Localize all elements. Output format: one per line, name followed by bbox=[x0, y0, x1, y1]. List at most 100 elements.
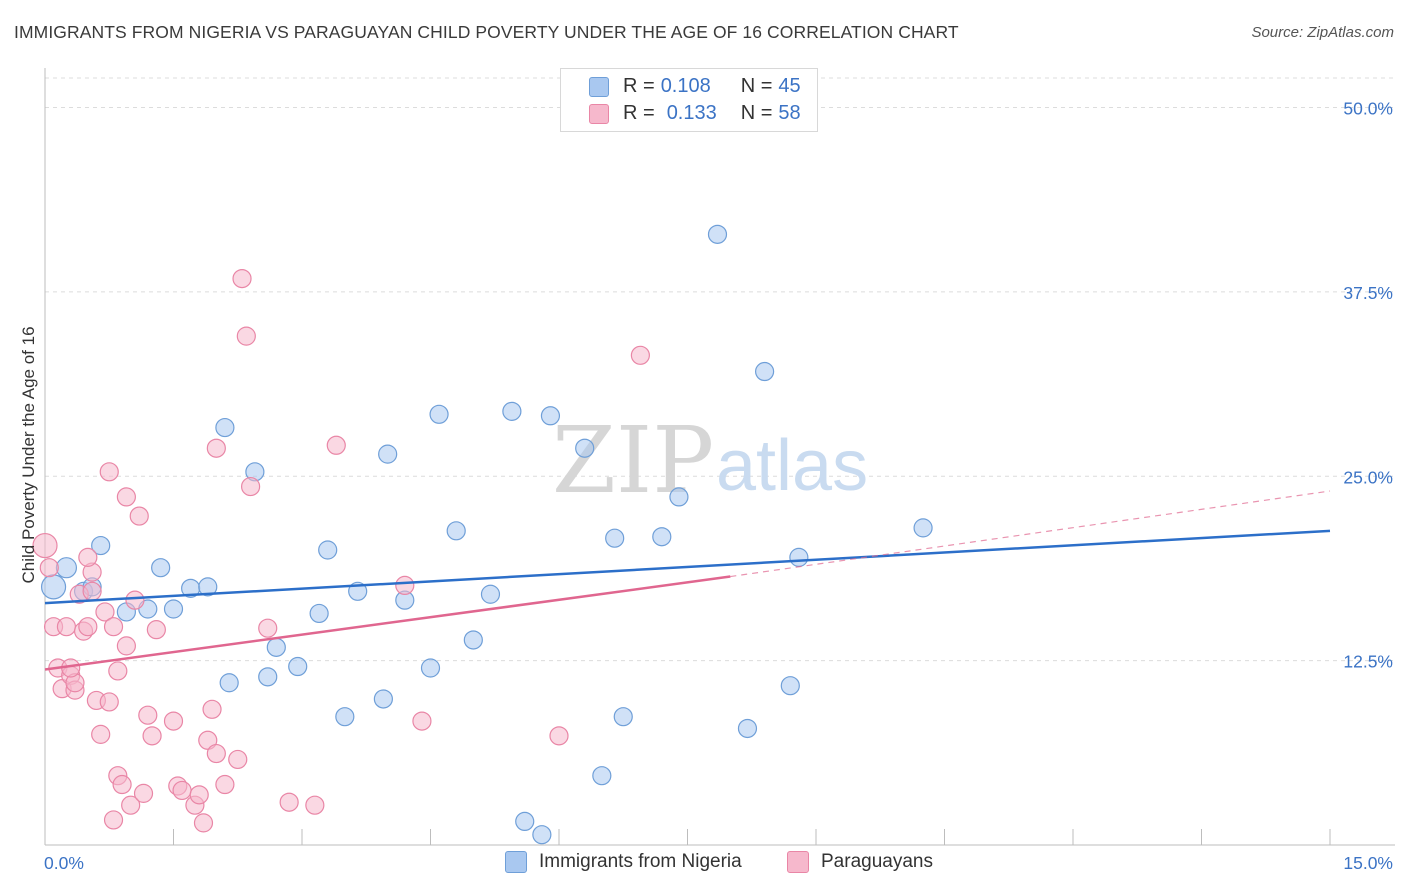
nigeria-point bbox=[480, 584, 501, 604]
paraguayans-point bbox=[258, 618, 278, 638]
y-tick-label: 37.5% bbox=[1343, 283, 1393, 303]
nigeria-point bbox=[463, 630, 483, 650]
nigeria-trend-line bbox=[44, 529, 1331, 605]
paraguayans-point bbox=[91, 724, 111, 744]
paraguayans-point bbox=[39, 558, 59, 578]
stats-row-nigeria: R = 0.108 N = 45 bbox=[561, 73, 801, 100]
paraguayans-point bbox=[206, 438, 226, 458]
paraguayans-point bbox=[412, 711, 432, 731]
nigeria-point bbox=[215, 417, 235, 438]
stats-legend: R = 0.108 N = 45 R = 0.133 N = 58 bbox=[560, 68, 818, 132]
r-label: R = bbox=[623, 75, 655, 97]
legend-item-nigeria[interactable]: Immigrants from Nigeria bbox=[505, 851, 742, 873]
x-tick-label: 0.0% bbox=[44, 853, 84, 873]
r-label: R = bbox=[623, 102, 655, 124]
paraguayans-point bbox=[116, 487, 136, 507]
paraguayans-point bbox=[99, 462, 119, 482]
nigeria-point bbox=[754, 361, 775, 382]
paraguayans-point bbox=[108, 661, 128, 681]
watermark-atlas: atlas bbox=[716, 426, 868, 506]
axes bbox=[44, 68, 1395, 846]
stats-row-paraguayans: R = 0.133 N = 58 bbox=[561, 100, 801, 127]
tick-labels: 12.5% 25.0% 37.5% 50.0% 0.0% 15.0% bbox=[44, 99, 1393, 874]
nigeria-point bbox=[420, 658, 441, 678]
paraguayans-point bbox=[95, 602, 115, 622]
nigeria-point bbox=[266, 637, 286, 657]
nigeria-point bbox=[605, 528, 625, 548]
nigeria-point bbox=[318, 540, 338, 560]
paraguayans-point bbox=[236, 326, 256, 346]
y-tick-label: 50.0% bbox=[1343, 99, 1393, 119]
nigeria-point bbox=[258, 667, 278, 687]
nigeria-legend-swatch bbox=[505, 851, 527, 873]
paraguayans-point bbox=[82, 581, 102, 601]
nigeria-point bbox=[532, 825, 552, 845]
nigeria-point bbox=[913, 518, 933, 538]
nigeria-point bbox=[780, 676, 800, 696]
paraguayans-point bbox=[228, 749, 248, 770]
paraguayans-point bbox=[125, 590, 145, 610]
nigeria-point bbox=[378, 444, 398, 464]
nigeria-point bbox=[446, 521, 466, 541]
paraguayans-point bbox=[202, 699, 222, 719]
r-value: 0.108 bbox=[660, 75, 711, 97]
nigeria-point bbox=[40, 574, 67, 600]
nigeria-point bbox=[789, 547, 809, 567]
paraguayans-point bbox=[206, 743, 226, 764]
nigeria-point bbox=[219, 673, 239, 693]
data-points bbox=[32, 224, 933, 845]
paraguayans-point bbox=[32, 532, 58, 559]
n-label: N = bbox=[740, 102, 773, 124]
paraguayans-point bbox=[99, 692, 119, 712]
nigeria-point bbox=[502, 401, 522, 421]
nigeria-point bbox=[515, 811, 535, 832]
nigeria-point bbox=[91, 535, 111, 556]
nigeria-point bbox=[737, 718, 758, 739]
nigeria-point bbox=[163, 599, 184, 619]
nigeria-point bbox=[429, 404, 449, 424]
paraguayans-trend-line bbox=[44, 575, 731, 671]
nigeria-point bbox=[540, 406, 561, 426]
paraguayans-point bbox=[138, 705, 158, 725]
paraguayans-point bbox=[395, 575, 415, 596]
nigeria-point bbox=[669, 487, 689, 507]
paraguayans-point bbox=[193, 813, 214, 833]
paraguayans-point bbox=[189, 785, 209, 805]
trend-lines bbox=[44, 490, 1331, 671]
paraguayans-point bbox=[549, 726, 569, 746]
paraguayans-point bbox=[305, 795, 325, 815]
y-axis-label: Child Poverty Under the Age of 16 bbox=[19, 326, 38, 583]
paraguayans-point bbox=[279, 792, 299, 812]
paraguayans-point bbox=[133, 783, 154, 803]
nigeria-point bbox=[613, 707, 633, 727]
y-tick-label: 12.5% bbox=[1343, 652, 1393, 672]
paraguayans-point bbox=[163, 711, 184, 731]
paraguayans-point bbox=[56, 617, 77, 637]
paraguayans-point bbox=[121, 795, 141, 815]
watermark-zip: ZIP bbox=[552, 407, 714, 514]
nigeria-point bbox=[55, 557, 78, 579]
nigeria-point bbox=[309, 603, 329, 624]
legend-item-paraguayans[interactable]: Paraguayans bbox=[787, 851, 933, 873]
paraguayans-point bbox=[103, 810, 124, 830]
paraguayans-point bbox=[78, 547, 98, 567]
paraguayans-point bbox=[78, 617, 98, 637]
paraguayans-point bbox=[326, 435, 346, 455]
nigeria-point bbox=[335, 707, 355, 727]
paraguayans-swatch bbox=[589, 103, 609, 124]
paraguayans-point bbox=[215, 774, 235, 795]
legend-label: Immigrants from Nigeria bbox=[539, 851, 742, 872]
nigeria-point bbox=[652, 527, 672, 547]
paraguayans-point bbox=[103, 617, 124, 637]
paraguayans-point bbox=[146, 620, 166, 640]
r-value: 0.133 bbox=[666, 102, 717, 124]
paraguayans-trend-extension bbox=[730, 490, 1331, 578]
grid-lines bbox=[45, 77, 1395, 662]
nigeria-point bbox=[198, 577, 218, 597]
watermark: ZIP atlas bbox=[552, 407, 868, 514]
n-label: N = bbox=[740, 75, 773, 97]
source-credit: Source: ZipAtlas.com bbox=[1251, 24, 1394, 41]
paraguayans-point bbox=[112, 774, 132, 795]
nigeria-point bbox=[288, 656, 308, 677]
